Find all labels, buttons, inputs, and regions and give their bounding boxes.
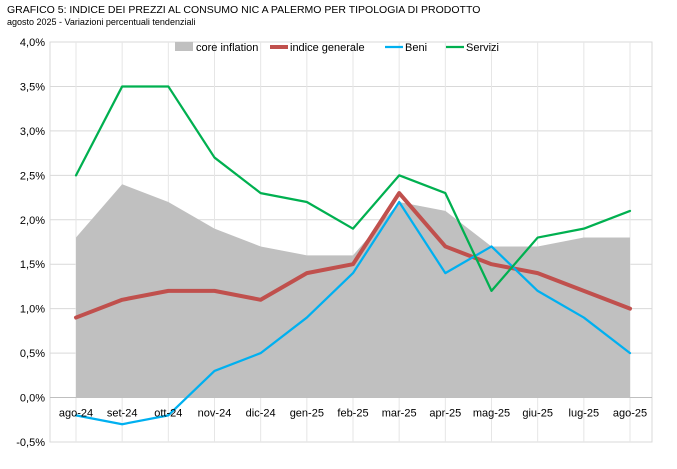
x-tick-label: giu-25	[522, 408, 553, 420]
x-tick-label: ago-24	[59, 408, 93, 420]
legend-label-core-inflation: core inflation	[196, 42, 258, 54]
x-tick-label: ago-25	[613, 408, 647, 420]
x-tick-label: ott-24	[154, 408, 182, 420]
y-tick-label: 1,0%	[20, 304, 45, 316]
legend-label-indice-generale: indice generale	[290, 42, 365, 54]
x-tick-label: mar-25	[382, 408, 417, 420]
y-tick-label: -0,5%	[16, 437, 45, 449]
y-tick-label: 1,5%	[20, 259, 45, 271]
y-tick-label: 4,0%	[20, 37, 45, 49]
x-tick-label: set-24	[107, 408, 138, 420]
x-tick-labels: ago-24 set-24 ott-24 nov-24 dic-24 gen-25 feb-…	[59, 408, 647, 420]
area-core-inflation	[76, 184, 630, 398]
y-tick-label: 3,5%	[20, 81, 45, 93]
legend-label-beni: Beni	[405, 42, 427, 54]
chart-subtitle: agosto 2025 - Variazioni percentuali ten…	[7, 17, 196, 27]
line-series	[74, 85, 632, 426]
legend: core inflation indice generale Beni Servizi	[175, 42, 499, 54]
legend-label-servizi: Servizi	[466, 42, 499, 54]
chart-title: GRAFICO 5: INDICE DEI PREZZI AL CONSUMO …	[7, 4, 481, 16]
x-tick-label: nov-24	[198, 408, 232, 420]
x-tick-label: apr-25	[429, 408, 461, 420]
x-tick-label: feb-25	[337, 408, 368, 420]
x-tick-label: mag-25	[473, 408, 510, 420]
legend-swatch-core-inflation	[175, 42, 193, 51]
y-tick-label: 3,0%	[20, 126, 45, 138]
x-tick-label: lug-25	[569, 408, 600, 420]
x-tick-label: dic-24	[246, 408, 276, 420]
y-tick-label: 2,0%	[20, 215, 45, 227]
y-tick-label: 0,0%	[20, 393, 45, 405]
y-tick-label: 0,5%	[20, 348, 45, 360]
area-series	[76, 184, 630, 398]
y-tick-labels: -0,5% 0,0% 0,5% 1,0% 1,5% 2,0% 2,5% 3,0% 3,5% 4,0…	[16, 37, 45, 449]
y-tick-label: 2,5%	[20, 170, 45, 182]
x-tick-label: gen-25	[290, 408, 324, 420]
